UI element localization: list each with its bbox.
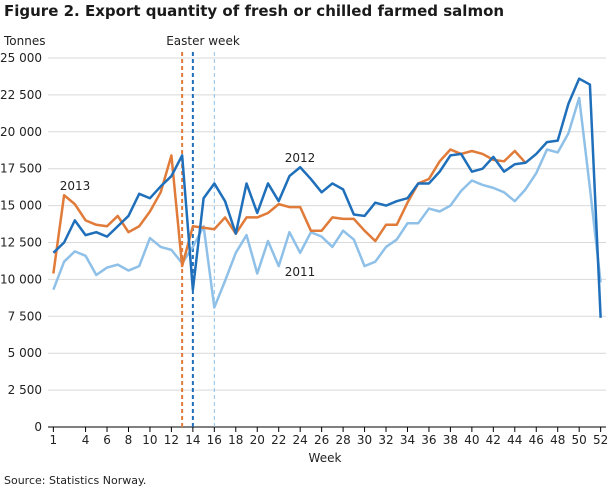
x-tick-label: 36 (421, 433, 436, 447)
x-tick-label: 1 (50, 433, 58, 447)
y-tick-label: 17 500 (0, 162, 42, 176)
easter-label: Easter week (166, 34, 240, 48)
x-tick-label: 44 (507, 433, 522, 447)
x-tick-label: 28 (335, 433, 350, 447)
x-tick-label: 52 (593, 433, 608, 447)
x-tick-label: 40 (464, 433, 479, 447)
x-tick-label: 48 (550, 433, 565, 447)
y-tick-label: 0 (34, 420, 42, 434)
chart-title: Figure 2. Export quantity of fresh or ch… (4, 2, 504, 20)
x-tick-label: 6 (103, 433, 111, 447)
y-axis-label: Tonnes (3, 34, 45, 48)
x-tick-label: 18 (228, 433, 243, 447)
y-tick-label: 20 000 (0, 125, 42, 139)
source: Source: Statistics Norway. (4, 474, 146, 487)
y-tick-label: 25 000 (0, 51, 42, 65)
x-tick-label: 12 (164, 433, 179, 447)
x-tick-label: 50 (572, 433, 587, 447)
x-tick-label: 16 (207, 433, 222, 447)
x-tick-label: 42 (486, 433, 501, 447)
y-tick-label: 10 000 (0, 272, 42, 286)
series-label: 2013 (60, 179, 91, 193)
series-line (52, 148, 527, 274)
y-tick-label: 2 500 (8, 383, 42, 397)
x-tick-label: 8 (125, 433, 133, 447)
x-tick-label: 24 (293, 433, 308, 447)
x-axis-label: Week (309, 451, 342, 465)
series-line (52, 77, 602, 318)
y-tick-label: 7 500 (8, 309, 42, 323)
y-tick-label: 12 500 (0, 236, 42, 250)
x-tick-label: 20 (250, 433, 265, 447)
series-label: 2011 (285, 265, 316, 279)
x-tick-label: 46 (529, 433, 544, 447)
x-tick-label: 10 (142, 433, 157, 447)
series-label: 2012 (285, 151, 316, 165)
y-tick-label: 15 000 (0, 199, 42, 213)
series-line (52, 96, 602, 309)
y-tick-label: 22 500 (0, 88, 42, 102)
x-tick-label: 4 (82, 433, 90, 447)
x-tick-label: 34 (400, 433, 415, 447)
x-tick-label: 26 (314, 433, 329, 447)
y-tick-label: 5 000 (8, 346, 42, 360)
x-tick-label: 38 (443, 433, 458, 447)
x-tick-label: 14 (185, 433, 200, 447)
x-tick-label: 30 (357, 433, 372, 447)
x-tick-label: 22 (271, 433, 286, 447)
x-tick-label: 32 (378, 433, 393, 447)
